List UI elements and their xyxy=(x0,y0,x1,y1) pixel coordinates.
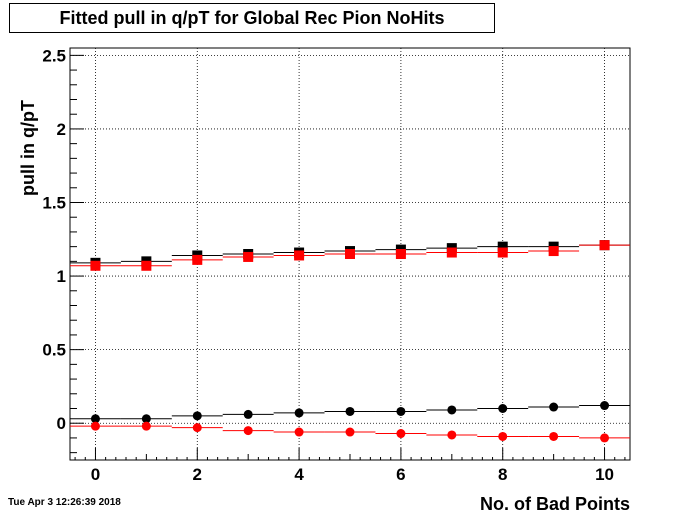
data-point-square xyxy=(446,247,457,258)
y-tick-label: 0.5 xyxy=(42,341,66,360)
data-point-circle xyxy=(345,406,355,416)
data-point-square xyxy=(345,249,355,259)
data-point-square xyxy=(548,246,559,257)
series-group xyxy=(70,401,630,424)
data-point-square xyxy=(90,260,101,271)
x-tick-label: 0 xyxy=(91,465,100,484)
data-point-circle xyxy=(294,408,304,418)
data-point-square xyxy=(497,241,508,252)
data-point-square xyxy=(294,250,305,261)
data-point-square xyxy=(395,249,406,259)
x-tick-label: 10 xyxy=(595,465,614,484)
data-point-circle xyxy=(447,430,457,440)
x-tick-label: 6 xyxy=(396,465,405,484)
y-tick-label: 0 xyxy=(57,414,66,433)
data-point-circle xyxy=(141,414,151,424)
axes: 0 2 4 6 8 10 0 0.5 1 1.5 2 2.5 xyxy=(42,46,626,484)
data-point-circle xyxy=(345,427,355,437)
y-tick-label: 2.5 xyxy=(42,46,66,65)
data-point-square xyxy=(497,247,508,258)
data-point-square xyxy=(192,254,203,265)
data-point-circle xyxy=(549,402,559,412)
data-point-circle xyxy=(447,405,457,415)
y-tick-label: 1 xyxy=(57,267,66,286)
data-point-circle xyxy=(243,409,253,419)
data-point-circle xyxy=(90,414,100,424)
data-series xyxy=(70,240,630,443)
x-axis-title: No. of Bad Points xyxy=(480,494,630,514)
x-tick-label: 8 xyxy=(498,465,507,484)
data-point-square xyxy=(599,240,610,251)
data-point-circle xyxy=(294,427,304,437)
y-tick-label: 2 xyxy=(57,120,66,139)
data-point-circle xyxy=(549,431,559,441)
data-point-circle xyxy=(396,429,406,439)
data-point-circle xyxy=(600,433,610,443)
x-tick-label: 4 xyxy=(294,465,304,484)
grid-lines xyxy=(70,48,630,460)
x-tick-label: 2 xyxy=(193,465,202,484)
data-point-circle xyxy=(141,421,151,431)
series-group xyxy=(70,240,630,271)
data-point-circle xyxy=(243,426,253,436)
data-point-circle xyxy=(396,406,406,416)
data-point-circle xyxy=(498,404,508,413)
y-axis-title: pull in q/pT xyxy=(18,100,38,196)
series-group xyxy=(70,421,630,443)
data-point-circle xyxy=(192,411,202,421)
data-point-circle xyxy=(600,401,610,411)
y-tick-label: 1.5 xyxy=(42,194,66,213)
chart-title: Fitted pull in q/pT for Global Rec Pion … xyxy=(9,3,495,33)
data-point-circle xyxy=(90,421,100,431)
data-point-square xyxy=(141,260,152,271)
timestamp-label: Tue Apr 3 12:26:39 2018 xyxy=(8,497,121,508)
data-point-circle xyxy=(192,423,202,433)
data-point-square xyxy=(243,251,254,262)
data-point-circle xyxy=(498,431,508,441)
